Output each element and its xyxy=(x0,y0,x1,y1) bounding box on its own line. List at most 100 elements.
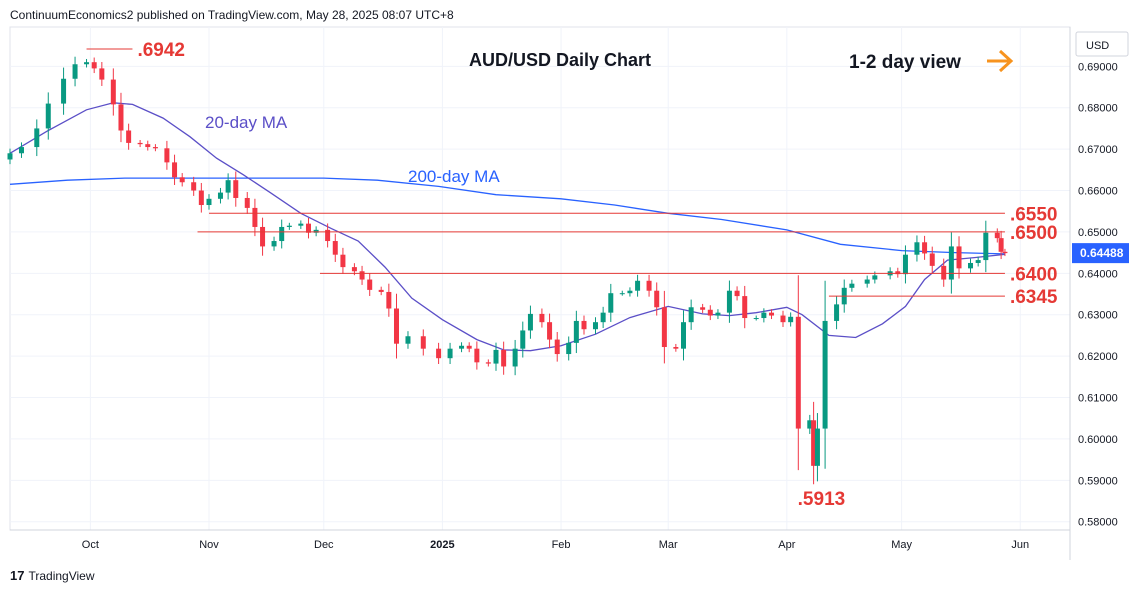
arrow-right-icon xyxy=(987,49,1014,73)
y-tick-label: 0.61000 xyxy=(1078,393,1118,405)
candle xyxy=(975,256,981,267)
candle xyxy=(244,192,250,214)
candle xyxy=(654,282,660,316)
y-tick-label: 0.64000 xyxy=(1078,268,1118,280)
candle xyxy=(217,187,223,204)
candle xyxy=(152,144,158,152)
candle xyxy=(807,414,813,434)
candle xyxy=(983,220,989,273)
candle xyxy=(673,343,679,352)
candle xyxy=(420,329,426,356)
candle xyxy=(922,235,928,260)
candle xyxy=(742,285,748,329)
candle xyxy=(279,219,285,249)
candle xyxy=(581,315,587,335)
level-label: .6942 xyxy=(137,40,185,61)
ma200-label: 200-day MA xyxy=(408,167,500,186)
candle xyxy=(298,220,304,229)
chart-title: AUD/USD Daily Chart xyxy=(469,50,651,70)
ma20-label: 20-day MA xyxy=(205,113,288,132)
candle xyxy=(734,286,740,301)
x-tick-label: Apr xyxy=(778,539,795,551)
ma200-layer xyxy=(9,177,1005,255)
candle xyxy=(646,274,652,297)
candle xyxy=(600,306,606,328)
candle xyxy=(914,235,920,262)
price-axis: 0.69000 0.68000 0.67000 0.66000 0.65000 0.640… xyxy=(1069,27,1118,560)
level-label: .6400 xyxy=(1010,264,1058,285)
currency-label: USD xyxy=(1086,40,1109,52)
candle xyxy=(573,310,579,354)
x-tick-label: Jun xyxy=(1011,539,1029,551)
candle xyxy=(929,246,935,273)
candle xyxy=(998,230,1004,260)
candle xyxy=(501,341,507,375)
chart-grid xyxy=(9,26,1071,531)
candle xyxy=(84,58,90,68)
publisher-header: ContinuumEconomics2 published on Trading… xyxy=(10,8,454,22)
candle xyxy=(45,92,51,140)
candle xyxy=(493,342,499,371)
candle xyxy=(895,267,901,278)
candle xyxy=(172,154,178,185)
candle xyxy=(99,62,105,86)
candle xyxy=(956,236,962,279)
candle xyxy=(780,310,786,327)
ma200-line xyxy=(9,177,1005,255)
candle xyxy=(260,217,266,256)
y-tick-label: 0.66000 xyxy=(1078,186,1118,198)
currency-badge[interactable]: USD xyxy=(1075,31,1129,57)
candle xyxy=(126,123,132,150)
candle xyxy=(474,341,480,370)
time-axis: Oct Nov Dec 2025 Feb Mar Apr May Jun xyxy=(10,529,1070,551)
candle xyxy=(948,232,954,294)
candle xyxy=(681,310,687,361)
low-annotation: .5913 xyxy=(798,489,846,510)
candle xyxy=(340,247,346,274)
candle xyxy=(271,236,277,251)
candle xyxy=(769,309,775,320)
candle xyxy=(688,299,694,330)
candle xyxy=(864,275,870,288)
levels-layer: .6942 .6550.6500 .6400.6345 .5913 xyxy=(86,40,1058,510)
candle xyxy=(359,265,365,285)
candle xyxy=(252,198,258,237)
candle xyxy=(145,140,151,151)
candle xyxy=(325,223,331,248)
candle xyxy=(378,286,384,296)
candle xyxy=(788,312,794,327)
candle xyxy=(592,317,598,335)
y-tick-label: 0.59000 xyxy=(1078,475,1118,487)
candle xyxy=(286,222,292,230)
view-label: 1-2 day view xyxy=(849,52,961,73)
tradingview-footer[interactable]: 17 TradingView xyxy=(10,568,95,583)
candle xyxy=(627,287,633,297)
candle xyxy=(405,331,411,349)
candle xyxy=(179,173,185,187)
candle xyxy=(118,92,124,143)
y-tick-label: 0.67000 xyxy=(1078,144,1118,156)
y-tick-label: 0.60000 xyxy=(1078,434,1118,446)
candle xyxy=(608,283,614,322)
candle xyxy=(635,274,641,297)
candle xyxy=(512,339,518,376)
candle xyxy=(994,228,1000,243)
candle xyxy=(198,182,204,213)
candle xyxy=(849,279,855,292)
x-tick-label: Nov xyxy=(199,539,219,551)
last-price-badge: 0.64488 xyxy=(1072,243,1129,264)
candle xyxy=(902,245,908,284)
candle xyxy=(700,303,706,314)
x-tick-label: May xyxy=(891,539,912,551)
candle xyxy=(814,413,820,482)
candle xyxy=(485,359,491,367)
candle xyxy=(72,56,78,87)
candle xyxy=(715,309,721,320)
candle xyxy=(527,305,533,339)
candle xyxy=(619,290,625,296)
candle xyxy=(822,280,828,469)
candle xyxy=(7,148,13,165)
candle xyxy=(367,273,373,296)
candle xyxy=(313,226,319,237)
